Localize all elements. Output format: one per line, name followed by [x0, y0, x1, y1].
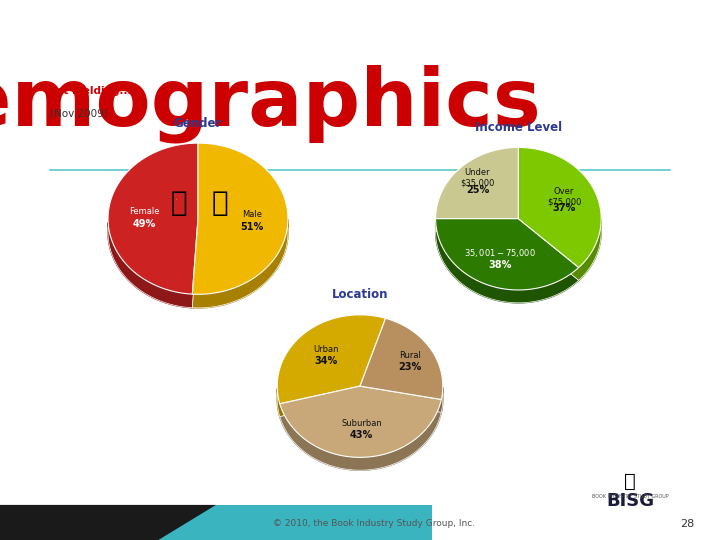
Polygon shape	[0, 505, 216, 540]
Text: BISG: BISG	[606, 492, 654, 510]
FancyBboxPatch shape	[0, 505, 432, 540]
Polygon shape	[579, 219, 601, 280]
Text: BOOK INDUSTRY STUDY GROUP: BOOK INDUSTRY STUDY GROUP	[592, 495, 668, 500]
Text: Location: Location	[332, 288, 388, 301]
Polygon shape	[277, 328, 386, 417]
Text: 49%: 49%	[132, 219, 156, 229]
Text: $35,001-$75,000: $35,001-$75,000	[464, 247, 536, 259]
Polygon shape	[108, 143, 198, 294]
Text: 🚹: 🚹	[211, 188, 228, 217]
Text: 🔖: 🔖	[624, 472, 636, 491]
Polygon shape	[280, 386, 441, 457]
Text: 51%: 51%	[240, 221, 264, 232]
Polygon shape	[192, 157, 288, 308]
Text: 25%: 25%	[466, 185, 489, 195]
Polygon shape	[518, 147, 601, 267]
Text: Rural: Rural	[399, 351, 420, 360]
Text: Income Level: Income Level	[474, 121, 562, 134]
Text: 23%: 23%	[398, 362, 421, 372]
Text: 37%: 37%	[552, 203, 575, 213]
Text: Gender: Gender	[174, 117, 222, 130]
Polygon shape	[280, 400, 441, 470]
Polygon shape	[192, 143, 288, 294]
Text: 43%: 43%	[350, 430, 373, 440]
Polygon shape	[360, 331, 443, 412]
Text: Suburban: Suburban	[341, 419, 382, 428]
Polygon shape	[441, 387, 443, 412]
Polygon shape	[108, 157, 198, 308]
Text: ⚲: ⚲	[176, 199, 177, 200]
Polygon shape	[280, 399, 441, 470]
Polygon shape	[192, 219, 288, 308]
Polygon shape	[436, 221, 579, 303]
Polygon shape	[436, 147, 518, 219]
Text: 🚺: 🚺	[170, 188, 187, 217]
Polygon shape	[436, 232, 579, 303]
Text: Demographics: Demographics	[0, 65, 541, 143]
Text: Male: Male	[242, 210, 262, 219]
Polygon shape	[108, 222, 192, 308]
Text: 28: 28	[680, 519, 695, 529]
Polygon shape	[360, 318, 443, 400]
Polygon shape	[277, 315, 386, 404]
Text: 1st Fielding...: 1st Fielding...	[50, 86, 132, 97]
Text: Urban: Urban	[313, 345, 338, 354]
Polygon shape	[518, 160, 601, 280]
Text: 34%: 34%	[315, 356, 338, 367]
Polygon shape	[436, 160, 518, 232]
Text: Female: Female	[129, 207, 159, 217]
Text: Over
$75,000: Over $75,000	[546, 187, 581, 206]
Polygon shape	[436, 219, 579, 290]
Text: Under
$35,000: Under $35,000	[460, 168, 495, 188]
Text: 38%: 38%	[488, 260, 512, 270]
Text: © 2010, the Book Industry Study Group, Inc.: © 2010, the Book Industry Study Group, I…	[274, 519, 475, 528]
Polygon shape	[277, 388, 280, 417]
Text: (Nov 2009): (Nov 2009)	[50, 108, 108, 118]
